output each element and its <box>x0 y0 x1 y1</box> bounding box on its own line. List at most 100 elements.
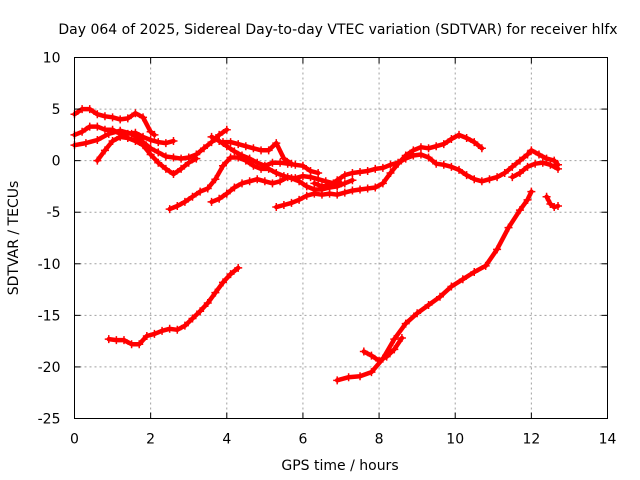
x-tick-label: 6 <box>298 432 307 448</box>
data-point <box>139 141 148 150</box>
data-point <box>504 223 513 232</box>
y-tick-label: 10 <box>43 51 61 67</box>
data-point <box>291 174 300 183</box>
data-point <box>348 176 357 185</box>
data-point <box>165 205 174 214</box>
data-point <box>523 195 532 204</box>
data-point <box>234 140 243 149</box>
data-point <box>515 206 524 215</box>
data-point <box>161 164 170 173</box>
data-point <box>458 275 467 284</box>
series-arc-9 <box>274 132 485 210</box>
data-point <box>108 113 117 122</box>
data-point <box>527 146 536 155</box>
data-point <box>238 179 247 188</box>
x-axis-label: GPS time / hours <box>281 458 398 474</box>
data-point <box>432 142 441 151</box>
data-point <box>85 105 94 114</box>
data-point <box>173 202 182 211</box>
data-point <box>142 331 151 340</box>
data-point <box>150 130 159 139</box>
data-point <box>477 144 486 153</box>
data-point <box>538 158 547 167</box>
data-point <box>534 150 543 159</box>
data-point <box>276 177 285 186</box>
x-tick-label: 0 <box>70 432 79 448</box>
data-point <box>515 169 524 178</box>
data-point <box>222 189 231 198</box>
data-point <box>523 162 532 171</box>
data-point <box>249 144 258 153</box>
y-tick-label: -5 <box>47 205 61 221</box>
data-point <box>333 376 342 385</box>
data-point <box>546 160 555 169</box>
data-point <box>508 173 517 182</box>
data-point <box>314 169 323 178</box>
data-point <box>542 154 551 163</box>
data-point <box>146 136 155 145</box>
data-point <box>207 197 216 206</box>
data-point <box>470 138 479 147</box>
data-point <box>108 137 117 146</box>
data-point <box>207 132 216 141</box>
data-point <box>416 150 425 159</box>
data-point <box>325 189 334 198</box>
data-point <box>169 137 178 146</box>
data-point <box>234 263 243 272</box>
series-arc-7 <box>220 139 294 166</box>
data-point <box>295 195 304 204</box>
data-point <box>493 245 502 254</box>
x-tick-label: 14 <box>599 432 617 448</box>
data-point <box>154 148 163 157</box>
data-point <box>211 175 220 184</box>
data-point <box>93 156 102 165</box>
data-point <box>527 187 536 196</box>
data-point <box>238 151 247 160</box>
grid-lines <box>74 57 608 419</box>
data-point <box>135 340 144 349</box>
data-point <box>550 156 559 165</box>
data-point <box>112 336 121 345</box>
data-point <box>554 202 563 211</box>
data-point <box>481 261 490 270</box>
data-point <box>523 150 532 159</box>
data-point <box>188 314 197 323</box>
data-point <box>169 153 178 162</box>
data-point <box>310 189 319 198</box>
data-point <box>424 301 433 310</box>
data-point <box>310 179 319 188</box>
data-point <box>169 170 178 179</box>
data-point <box>390 345 399 354</box>
x-tick-label: 8 <box>375 432 384 448</box>
data-point <box>333 176 342 185</box>
y-tick-label: -25 <box>38 412 61 428</box>
data-point <box>276 158 285 167</box>
data-point <box>390 335 399 344</box>
data-point <box>283 173 292 182</box>
data-point <box>279 200 288 209</box>
data-point <box>260 161 269 170</box>
data-point <box>378 163 387 172</box>
data-point <box>401 154 410 163</box>
y-tick-label: -10 <box>38 257 61 273</box>
data-point <box>477 177 486 186</box>
data-point <box>298 161 307 170</box>
data-point <box>226 153 235 162</box>
data-point <box>222 125 231 134</box>
data-point <box>226 270 235 279</box>
data-point <box>173 325 182 334</box>
data-point <box>253 158 262 167</box>
data-point <box>317 190 326 199</box>
data-point <box>325 181 334 190</box>
data-point <box>302 182 311 191</box>
data-point <box>416 143 425 152</box>
data-point <box>455 130 464 139</box>
data-point <box>119 336 128 345</box>
data-point <box>245 154 254 163</box>
x-tick-label: 10 <box>446 432 464 448</box>
data-point <box>272 203 281 212</box>
data-point <box>424 153 433 162</box>
data-point <box>333 190 342 199</box>
data-point <box>317 182 326 191</box>
data-point <box>378 179 387 188</box>
